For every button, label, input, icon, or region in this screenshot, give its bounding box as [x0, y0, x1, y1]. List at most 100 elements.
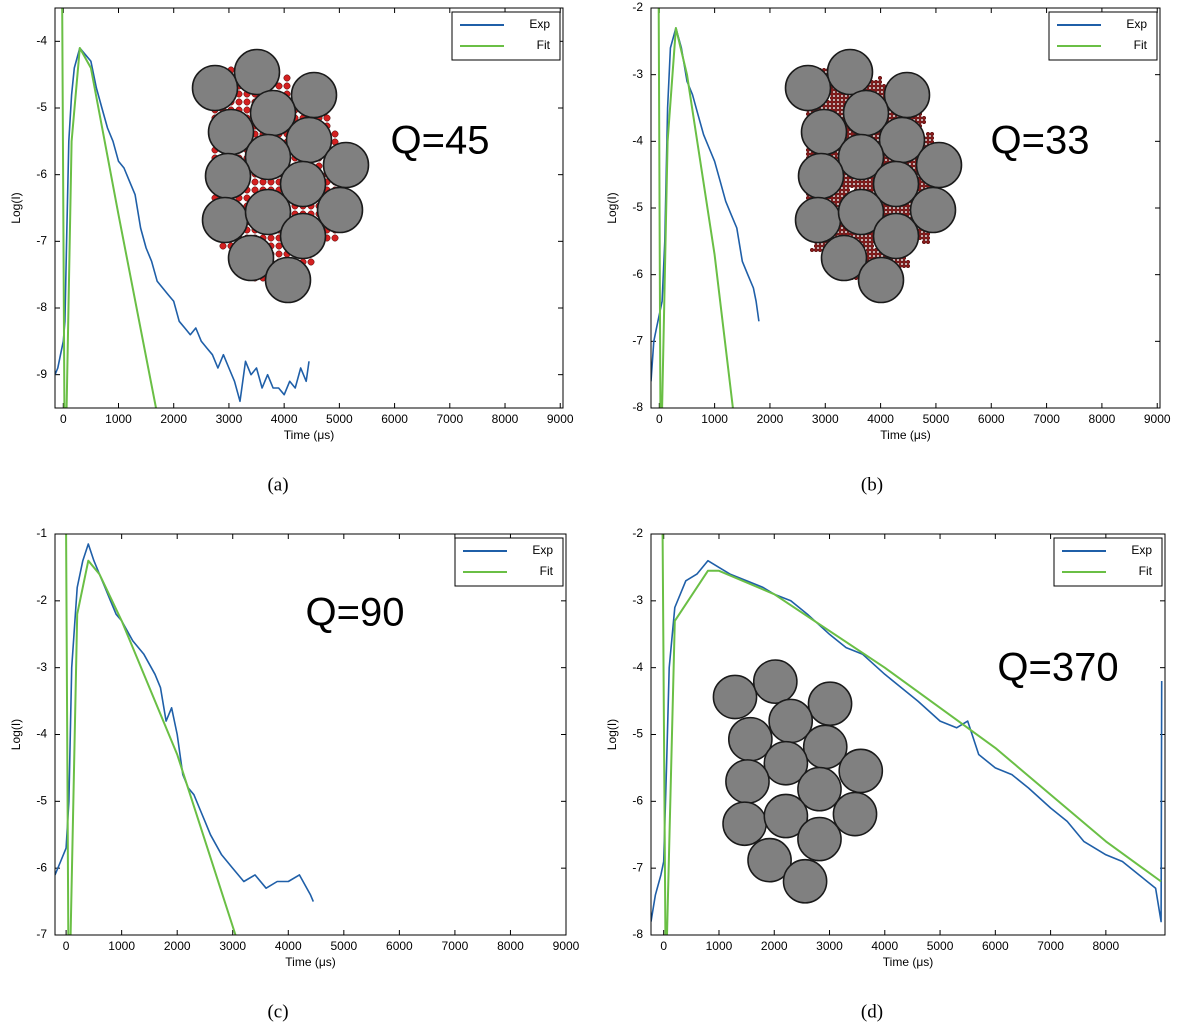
annotation: Q=45: [391, 119, 490, 163]
large-particle: [857, 256, 905, 304]
small-particle: [837, 191, 843, 197]
caption: (a): [267, 474, 288, 495]
small-particle: [889, 207, 895, 213]
particle-inset: [712, 659, 884, 904]
large-particle: [784, 64, 832, 112]
large-particle: [872, 212, 920, 260]
small-particle: [869, 247, 875, 253]
small-particle: [861, 239, 867, 245]
small-particle: [905, 207, 911, 213]
large-particle: [832, 791, 878, 837]
x-axis-label: Time (μs): [285, 955, 335, 969]
small-particle: [307, 258, 315, 266]
small-particle: [805, 151, 811, 157]
legend-label: Fit: [1134, 38, 1148, 52]
large-particle: [290, 71, 338, 119]
large-particle: [826, 48, 874, 96]
series-group: [651, 534, 1163, 935]
x-tick-label: 1000: [706, 939, 733, 953]
plot-frame: [650, 7, 1161, 409]
small-particle: [853, 179, 859, 185]
y-tick-label: -6: [632, 794, 643, 808]
y-tick-label: -7: [632, 334, 643, 348]
y-axis-label: Log(I): [605, 719, 619, 750]
y-tick-label: -3: [36, 660, 47, 674]
small-particle: [841, 191, 847, 197]
small-particle: [925, 235, 931, 241]
legend-box: [1053, 537, 1163, 587]
large-particle: [837, 133, 885, 181]
series-line: [55, 47, 310, 403]
small-particle: [921, 239, 927, 245]
small-particle: [853, 183, 859, 189]
small-particle: [841, 227, 847, 233]
y-axis-label: Log(I): [9, 719, 23, 750]
small-particle: [833, 99, 839, 105]
plot-area: [651, 8, 1160, 408]
panel: 0 1000 2000 3000 4000 5000 6000 7000 8000 9000 -8 -…: [605, 0, 1171, 495]
x-tick-label: 8000: [1089, 412, 1116, 426]
small-particle: [893, 207, 899, 213]
small-particle: [813, 247, 819, 253]
large-particle: [191, 64, 239, 112]
large-particle: [915, 141, 963, 189]
large-particle: [838, 748, 884, 794]
small-particle: [917, 119, 923, 125]
small-particle: [845, 187, 851, 193]
particle-inset: [191, 48, 370, 304]
x-tick-label: 5000: [923, 412, 950, 426]
small-particle: [901, 263, 907, 269]
small-particle: [829, 95, 835, 101]
small-particle: [917, 115, 923, 121]
small-particle: [905, 263, 911, 269]
x-tick-label: 9000: [547, 412, 574, 426]
x-tick-label: 7000: [436, 412, 463, 426]
x-tick-label: 0: [660, 939, 667, 953]
small-particle: [897, 207, 903, 213]
plot-area: [651, 534, 1165, 935]
legend-box: [1048, 11, 1158, 61]
x-tick-label: 1000: [701, 412, 728, 426]
small-particle: [275, 250, 283, 258]
y-tick-label: -6: [36, 167, 47, 181]
plot-area: [55, 534, 566, 935]
small-particle: [833, 107, 839, 113]
small-particle: [833, 91, 839, 97]
large-particle: [797, 816, 842, 862]
panel: 0 1000 2000 3000 4000 5000 6000 7000 8000 9000 -7 -…: [9, 526, 579, 1022]
large-particle: [837, 188, 885, 236]
large-particle: [244, 133, 292, 181]
y-tick-label: -4: [632, 134, 643, 148]
y-axis-label: Log(I): [9, 192, 23, 223]
small-particle: [869, 83, 875, 89]
small-particle: [845, 183, 851, 189]
large-particle: [204, 152, 252, 200]
small-particle: [267, 234, 275, 242]
series-line: [651, 559, 1163, 923]
large-particle: [763, 793, 809, 839]
annotation: Q=90: [306, 591, 405, 635]
large-particle: [820, 234, 868, 282]
small-particle: [921, 115, 927, 121]
y-tick-label: -2: [632, 0, 643, 14]
small-particle: [877, 87, 883, 93]
large-particle: [747, 837, 792, 883]
small-particle: [283, 82, 291, 90]
small-particle: [877, 79, 883, 85]
x-tick-label: 3000: [812, 412, 839, 426]
small-particle: [243, 98, 251, 106]
small-particle: [861, 183, 867, 189]
caption: (d): [861, 1001, 883, 1022]
y-tick-label: -7: [36, 234, 47, 248]
small-particle: [901, 259, 907, 265]
x-tick-label: 4000: [271, 412, 298, 426]
particle-inset: [784, 48, 963, 304]
small-particle: [845, 179, 851, 185]
small-particle: [865, 183, 871, 189]
small-particle: [929, 131, 935, 137]
small-particle: [837, 99, 843, 105]
small-particle: [921, 231, 927, 237]
large-particle: [752, 659, 798, 704]
x-tick-label: 8000: [492, 412, 519, 426]
